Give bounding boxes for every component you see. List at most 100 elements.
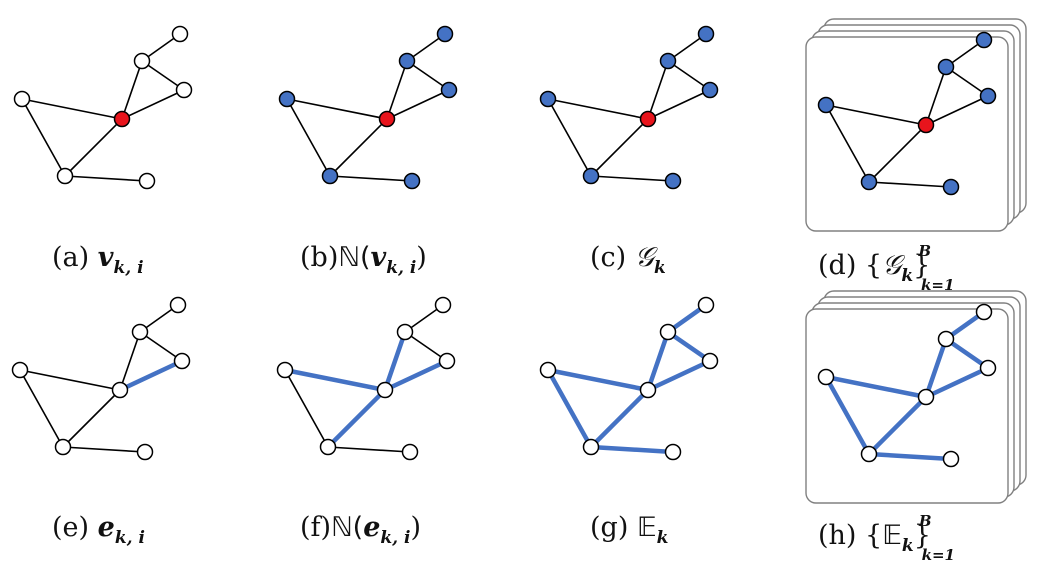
stack-card [805,36,1009,232]
node [438,352,456,370]
edge [825,104,927,126]
node [136,443,154,461]
node [937,330,955,348]
edge [64,175,148,182]
edge [21,98,123,120]
edge [404,331,448,362]
caption-g: (g) 𝔼k [590,512,669,548]
node [659,323,677,341]
highlighted-node [817,96,835,114]
edge [386,60,408,120]
highlighted-node [937,58,955,76]
node [639,381,657,399]
highlighted-node [860,173,878,191]
highlighted-node [321,167,339,185]
graph-panel-f [276,296,456,461]
edge [329,175,413,182]
node [401,443,419,461]
edge [284,369,329,448]
caption-b: (b)ℕ(vk, i) [300,242,427,278]
node [131,323,149,341]
node [56,167,74,185]
highlighted-edge [665,329,713,364]
highlighted-node [975,31,993,49]
node [701,352,719,370]
edge [868,124,927,183]
highlighted-edge [588,387,651,450]
highlighted-edge [382,329,408,393]
node [276,361,294,379]
highlighted-edge [943,336,991,371]
edge [19,369,64,448]
edge [825,104,870,183]
caption-a: (a) vk, i [52,242,144,278]
edge [590,175,674,182]
graph-panel-e [11,296,191,461]
node [979,359,997,377]
highlighted-node [539,90,557,108]
highlighted-node [979,87,997,105]
edge [62,446,146,453]
center-node [113,110,131,128]
edge [327,446,411,453]
highlighted-edge [645,329,671,393]
graph-panel-d [817,31,997,196]
highlighted-node [582,167,600,185]
caption-e: (e) ek, i [52,512,145,548]
caption-f: (f)ℕ(ek, i) [300,512,422,548]
node [11,361,29,379]
edge [141,60,185,91]
highlighted-edge [823,374,929,400]
highlighted-edge [923,336,949,400]
node [133,52,151,70]
edge [547,98,592,177]
node [169,296,187,314]
caption-c: (c) 𝒢k [590,242,666,278]
graph-panel-b [278,25,458,190]
highlighted-edge [866,451,954,462]
node [175,81,193,99]
center-node [917,116,935,134]
node [817,368,835,386]
node [54,438,72,456]
node [582,438,600,456]
edge [647,89,711,120]
graph-panel-h [817,303,997,468]
node [111,381,129,399]
node [664,443,682,461]
node [13,90,31,108]
node [138,172,156,190]
node [171,25,189,43]
edge [868,181,952,188]
edge [64,118,123,177]
edge [945,66,989,97]
highlighted-edge [545,367,651,393]
highlighted-edge [823,374,872,457]
highlighted-node [664,172,682,190]
node [376,381,394,399]
node [860,445,878,463]
center-node [639,110,657,128]
edge [62,389,121,448]
highlighted-node [398,52,416,70]
edge [406,60,450,91]
highlighted-node [403,172,421,190]
edge [925,95,989,126]
stack-card [805,308,1009,504]
edge [547,98,649,120]
edge [286,98,331,177]
graph-stack-d [805,18,1027,232]
edge [119,331,141,391]
highlighted-node [701,81,719,99]
highlighted-edge [382,358,450,393]
edge [19,369,121,391]
highlighted-edge [645,358,713,393]
center-node [378,110,396,128]
edge [647,60,669,120]
node [319,438,337,456]
highlighted-node [278,90,296,108]
highlighted-edge [325,387,388,450]
edge [386,89,450,120]
node [173,352,191,370]
